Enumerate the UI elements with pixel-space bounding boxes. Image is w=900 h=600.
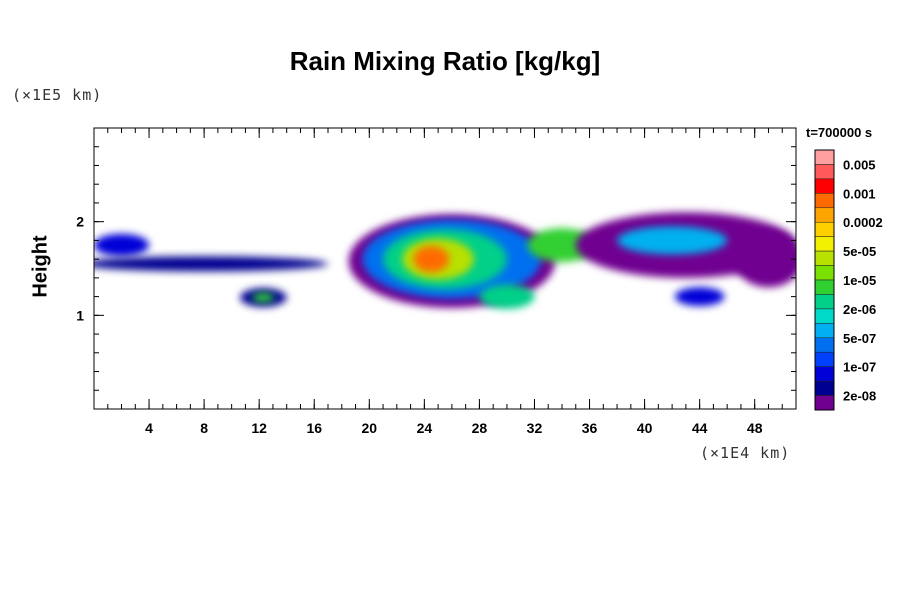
x-tick-label: 44 xyxy=(692,420,708,436)
x-tick-label: 24 xyxy=(417,420,433,436)
rain-contour-5 xyxy=(527,228,597,262)
colorbar-swatch xyxy=(814,294,835,310)
x-axis-unit-label: (×1E4 km) xyxy=(700,444,791,462)
colorbar-level-label: 5e-05 xyxy=(843,244,876,259)
chart-title: Rain Mixing Ratio [kg/kg] xyxy=(289,46,601,76)
colorbar-title: t=700000 s xyxy=(806,125,873,140)
colorbar-swatch xyxy=(814,164,835,180)
colorbar-level-label: 2e-06 xyxy=(843,302,876,317)
rain-contour-6 xyxy=(479,284,535,309)
colorbar-swatch xyxy=(814,193,835,209)
colorbar-swatch xyxy=(814,207,835,223)
colorbar-level-label: 1e-05 xyxy=(843,273,876,288)
colorbar-swatch xyxy=(814,149,835,165)
colorbar-swatch xyxy=(814,308,835,324)
rain-field xyxy=(94,212,796,309)
colorbar-level-label: 5e-07 xyxy=(843,331,876,346)
colorbar-frame xyxy=(814,149,835,411)
rain-contour-12 xyxy=(94,233,150,257)
colorbar-swatch xyxy=(814,178,835,194)
colorbar-swatch xyxy=(814,236,835,252)
x-tick-label: 48 xyxy=(747,420,763,436)
x-tick-label: 40 xyxy=(637,420,653,436)
rain-contour-14 xyxy=(734,231,796,288)
x-tick-label: 12 xyxy=(251,420,267,436)
colorbar-swatch xyxy=(814,279,835,295)
colorbar-swatch xyxy=(814,250,835,266)
rain-contour-13 xyxy=(94,256,328,272)
colorbar-swatch xyxy=(814,366,835,382)
colorbar-swatch xyxy=(814,395,835,411)
x-tick-label: 36 xyxy=(582,420,598,436)
x-tick-label: 28 xyxy=(472,420,488,436)
colorbar-swatch xyxy=(814,337,835,353)
plot-frame xyxy=(93,127,797,410)
rain-contour-4 xyxy=(413,246,450,273)
colorbar-swatch xyxy=(814,265,835,281)
colorbar-level-label: 0.0002 xyxy=(843,215,883,230)
rain-contour-9 xyxy=(674,287,725,306)
rain-contour-8 xyxy=(252,292,275,303)
y-tick-label: 1 xyxy=(76,307,84,323)
rain-contour-11 xyxy=(617,226,728,255)
colorbar-level-label: 1e-07 xyxy=(843,360,876,375)
x-tick-label: 20 xyxy=(362,420,378,436)
y-axis-unit-label: (×1E5 km) xyxy=(12,86,103,104)
x-tick-label: 32 xyxy=(527,420,543,436)
x-tick-label: 16 xyxy=(306,420,322,436)
colorbar-level-label: 2e-08 xyxy=(843,389,876,404)
y-tick-label: 2 xyxy=(76,214,84,230)
x-tick-label: 8 xyxy=(200,420,208,436)
colorbar-swatch xyxy=(814,323,835,339)
colorbar: 0.005 0.001 0.0002 5e-05 1e-05 2e-06 5e-07 1e-0… xyxy=(814,149,883,411)
colorbar-level-label: 0.005 xyxy=(843,157,876,172)
colorbar-swatch xyxy=(814,380,835,396)
colorbar-swatch xyxy=(814,351,835,367)
colorbar-swatch xyxy=(814,221,835,237)
x-tick-label: 4 xyxy=(145,420,153,436)
colorbar-level-label: 0.001 xyxy=(843,186,876,201)
